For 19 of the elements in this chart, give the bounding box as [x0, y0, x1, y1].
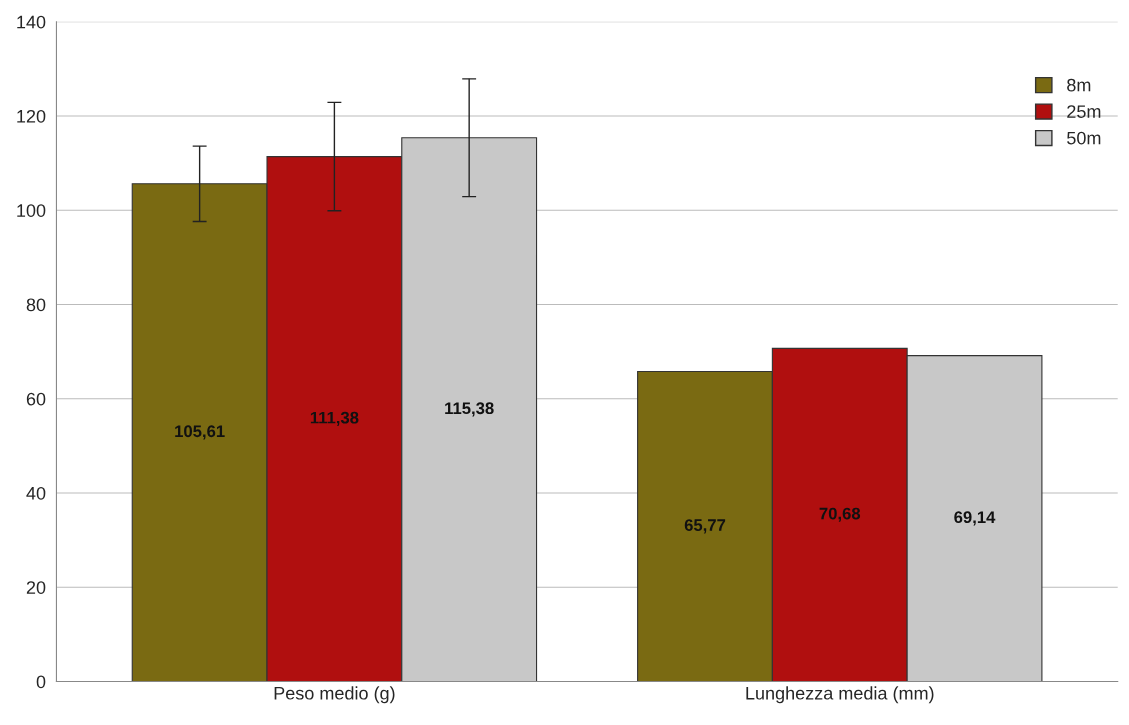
data-label: 70,68 — [819, 507, 861, 522]
y-tick-label: 0 — [36, 675, 46, 689]
data-label: 105,61 — [175, 425, 225, 440]
data-label: 111,38 — [310, 411, 359, 426]
legend-label: 25m — [1067, 105, 1101, 118]
y-tick-label: 60 — [26, 392, 46, 406]
legend-label: 8m — [1067, 78, 1091, 92]
y-tick-label: 40 — [26, 486, 46, 500]
data-label: 115,38 — [445, 402, 494, 417]
x-tick-label: Lunghezza media (mm) — [746, 686, 934, 704]
y-tick-label: 20 — [26, 581, 46, 594]
y-tick-label: 120 — [17, 109, 46, 123]
data-label: 65,77 — [684, 519, 726, 534]
x-tick-label: Peso medio (g) — [274, 686, 395, 704]
y-tick-label: 80 — [26, 298, 46, 312]
y-tick-label: 140 — [17, 15, 46, 29]
y-tick-label: 100 — [17, 204, 46, 217]
data-label: 69,14 — [954, 511, 996, 526]
legend-label: 50m — [1067, 131, 1101, 145]
